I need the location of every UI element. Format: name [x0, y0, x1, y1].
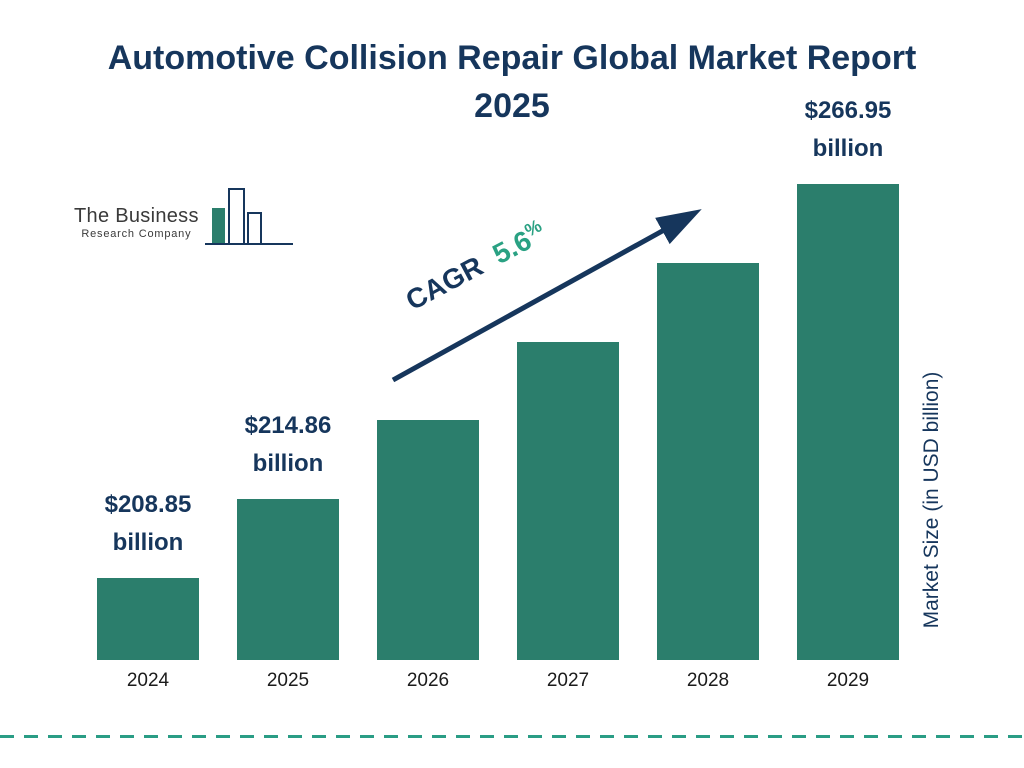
brand-subname: Research Company: [81, 228, 192, 240]
cagr-trend-arrow: [391, 209, 702, 383]
value-unit: billion: [112, 529, 184, 556]
brand-logo: The Business Research Company: [74, 186, 295, 248]
value-unit: billion: [252, 450, 324, 477]
x-axis-label-2025: 2025: [266, 670, 310, 691]
value-amount: $266.95: [804, 97, 892, 124]
y-axis-label: Market Size (in USD billion): [920, 371, 943, 629]
value-unit: billion: [812, 135, 884, 162]
brand-logo-text: The Business Research Company: [74, 205, 199, 248]
bottom-dashed-divider: [0, 735, 1024, 738]
value-label-2024: $208.85 billion: [38, 486, 258, 562]
value-amount: $208.85: [104, 491, 192, 518]
x-axis-label-2024: 2024: [126, 670, 170, 691]
x-axis-label-2027: 2027: [546, 670, 590, 691]
bar-2027: [517, 342, 619, 660]
value-amount: $214.86: [244, 412, 332, 439]
x-axis-label-2028: 2028: [686, 670, 730, 691]
x-axis-label-2029: 2029: [826, 670, 870, 691]
bar-2026: [377, 420, 479, 660]
bar-2028: [657, 263, 759, 660]
bar-2025: [237, 499, 339, 660]
brand-name: The Business: [74, 205, 199, 227]
page-title: Automotive Collision Repair Global Marke…: [107, 39, 917, 126]
value-label-2029: $266.95 billion: [738, 92, 958, 168]
logo-bars-icon: [204, 188, 293, 245]
x-axis-label-2026: 2026: [406, 670, 450, 691]
value-label-2025: $214.86 billion: [178, 407, 398, 483]
bar-2024: [97, 578, 199, 660]
bar-2029: [797, 184, 899, 660]
